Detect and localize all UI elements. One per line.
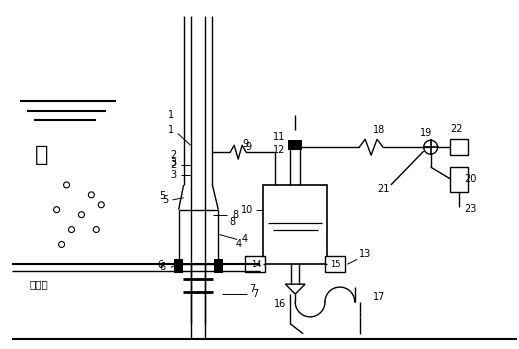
Text: 9: 9: [245, 142, 251, 152]
Text: 7: 7: [252, 289, 258, 299]
Bar: [245, 257, 265, 272]
Text: 2: 2: [171, 160, 177, 170]
Text: 6: 6: [160, 262, 166, 272]
Text: 8: 8: [232, 210, 238, 220]
Text: 23: 23: [464, 204, 476, 214]
Text: 11: 11: [273, 132, 285, 142]
Text: 9: 9: [242, 139, 248, 149]
Text: 13: 13: [359, 249, 371, 259]
Text: 3: 3: [171, 170, 177, 180]
Text: 8: 8: [229, 217, 235, 227]
Bar: [450, 139, 468, 155]
Bar: [214, 259, 223, 273]
Text: 12: 12: [273, 145, 285, 155]
Text: 16: 16: [274, 299, 286, 309]
Text: 3: 3: [171, 158, 177, 168]
Text: 4: 4: [235, 239, 241, 250]
Text: 7: 7: [249, 284, 255, 294]
Text: 14: 14: [251, 260, 261, 269]
Text: 1: 1: [168, 111, 174, 120]
Text: 10: 10: [241, 205, 253, 215]
Text: 6: 6: [158, 260, 164, 270]
Text: 4: 4: [242, 235, 248, 245]
Text: 22: 22: [450, 124, 462, 134]
Text: 5: 5: [162, 195, 169, 205]
Text: 2: 2: [171, 150, 177, 160]
Text: 17: 17: [373, 292, 386, 302]
Bar: [325, 257, 345, 272]
Text: 18: 18: [373, 125, 385, 135]
Bar: [174, 259, 183, 273]
Bar: [450, 167, 468, 192]
Text: 沉积物: 沉积物: [30, 279, 49, 289]
Text: 15: 15: [330, 260, 340, 269]
Bar: [288, 140, 302, 150]
Text: 水: 水: [35, 145, 48, 165]
Text: 21: 21: [377, 184, 389, 194]
Text: 1: 1: [168, 125, 174, 135]
Bar: [263, 185, 327, 264]
Text: 5: 5: [160, 191, 166, 201]
Text: 19: 19: [419, 128, 432, 138]
Text: 20: 20: [464, 174, 476, 184]
